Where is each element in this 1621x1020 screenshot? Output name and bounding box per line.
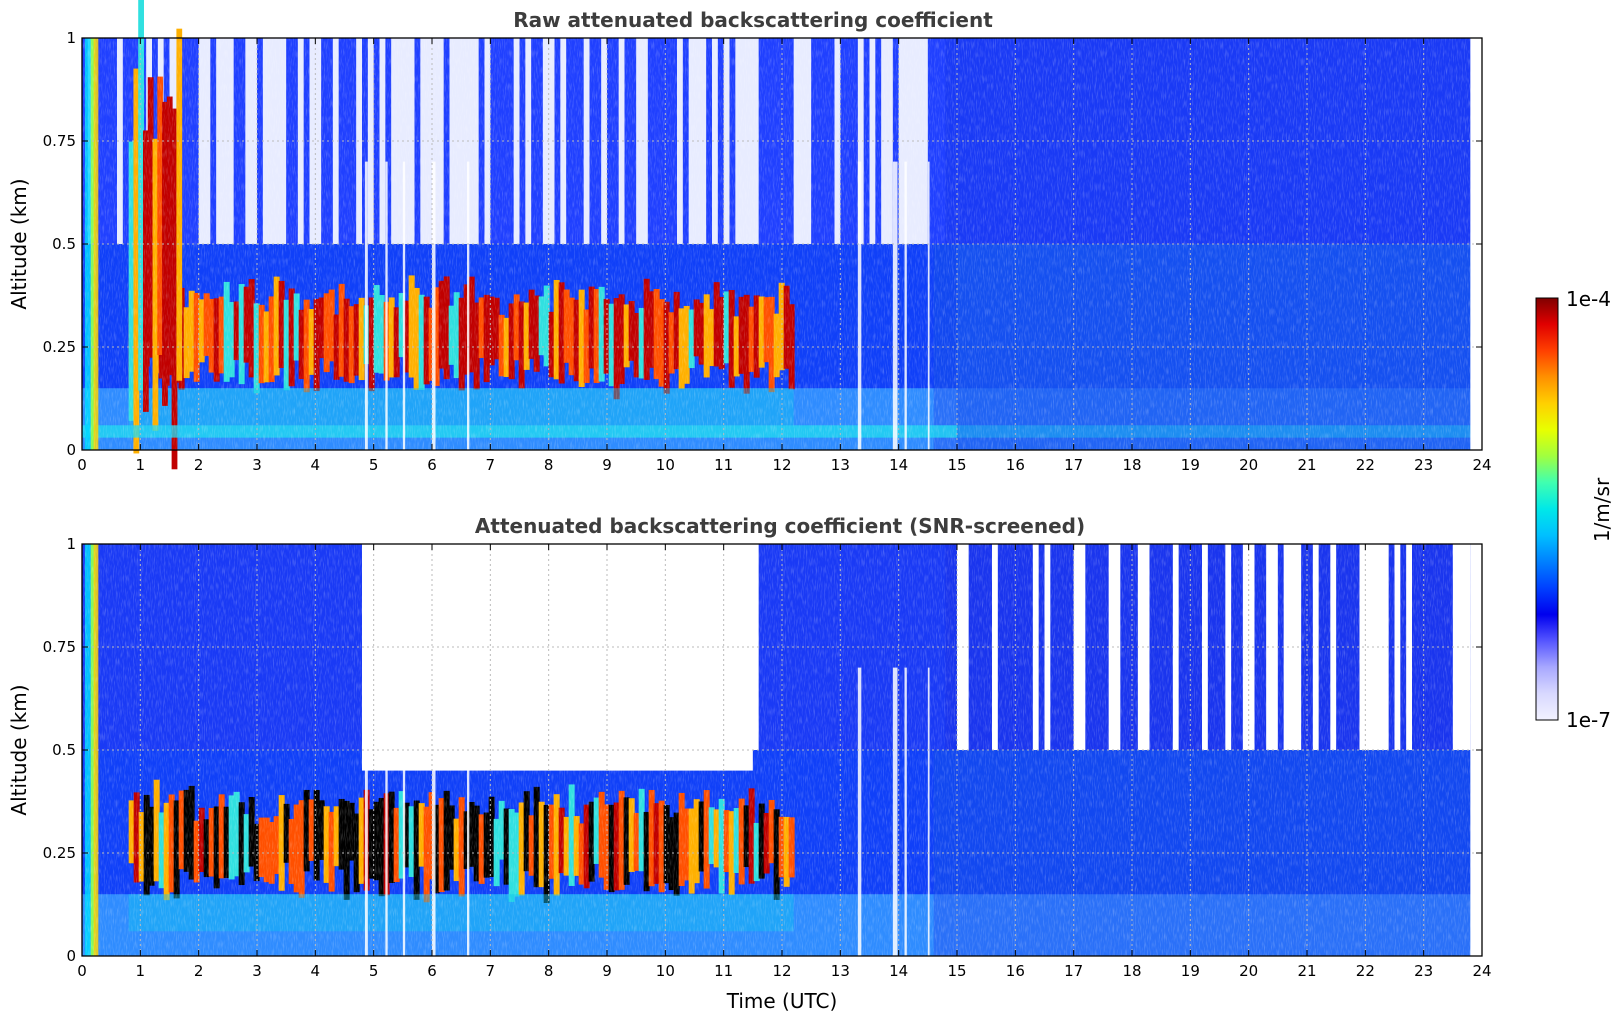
x-tick-label: 3 — [252, 456, 262, 474]
heatmap-gap — [857, 667, 862, 956]
x-tick-label: 15 — [947, 962, 966, 980]
heatmap-gap — [927, 667, 930, 956]
x-tick-label: 3 — [252, 962, 262, 980]
x-tick-label: 14 — [889, 962, 908, 980]
x-tick-label: 18 — [1122, 962, 1141, 980]
y-tick-label: 0.75 — [43, 132, 76, 150]
heatmap-gap — [364, 161, 368, 450]
y-axis-label: Altitude (km) — [7, 178, 31, 309]
colorbar-min-label: 1e-7 — [1566, 708, 1611, 732]
x-tick-label: 21 — [1297, 456, 1316, 474]
x-tick-label: 22 — [1356, 962, 1375, 980]
x-tick-label: 12 — [772, 456, 791, 474]
y-tick-label: 0.5 — [52, 741, 76, 759]
x-tick-label: 4 — [311, 962, 321, 980]
x-tick-label: 10 — [656, 456, 675, 474]
heatmap-gap — [432, 161, 436, 450]
heatmap-gap — [892, 667, 898, 956]
y-tick-label: 0 — [66, 947, 76, 965]
heatmap-gap — [385, 667, 388, 956]
x-axis-label: Time (UTC) — [726, 989, 838, 1013]
x-tick-label: 1 — [136, 962, 146, 980]
y-tick-label: 0.25 — [43, 844, 76, 862]
x-tick-label: 19 — [1181, 962, 1200, 980]
heatmap-gap — [904, 667, 907, 956]
y-tick-label: 0.5 — [52, 235, 76, 253]
x-tick-label: 6 — [427, 456, 437, 474]
heatmap-gap — [467, 161, 470, 450]
y-axis: 0 0.25 0.5 0.75 1 — [43, 29, 1482, 459]
x-tick-label: 11 — [714, 962, 733, 980]
x-tick-label: 4 — [311, 456, 321, 474]
chart-title: Attenuated backscattering coefficient (S… — [475, 514, 1085, 538]
x-tick-label: 13 — [831, 456, 850, 474]
x-tick-label: 11 — [714, 456, 733, 474]
x-tick-label: 12 — [772, 962, 791, 980]
x-tick-label: 0 — [77, 456, 87, 474]
x-tick-label: 6 — [427, 962, 437, 980]
x-axis: 0 1 2 3 4 5 6 7 8 9 10 11 12 13 14 15 16 17 18 19 20 21 22 23 24 — [77, 38, 1492, 474]
x-tick-label: 14 — [889, 456, 908, 474]
y-axis-label: Altitude (km) — [7, 684, 31, 815]
x-tick-label: 2 — [194, 456, 204, 474]
x-tick-label: 20 — [1239, 962, 1258, 980]
colorbar: 1e-4 1e-7 1/m/sr — [1535, 287, 1614, 732]
colorbar-unit-label: 1/m/sr — [1590, 477, 1614, 542]
y-tick-label: 1 — [66, 29, 76, 47]
y-tick-label: 0.75 — [43, 638, 76, 656]
heatmap-gap — [364, 667, 368, 956]
colorbar-max-label: 1e-4 — [1566, 287, 1611, 311]
heatmap-gap — [467, 667, 470, 956]
chart-raw-backscatter: Raw attenuated backscattering coefficien… — [7, 0, 1492, 474]
heatmap-gap — [904, 161, 907, 450]
grid — [82, 38, 1482, 450]
x-tick-label: 7 — [486, 962, 496, 980]
x-tick-label: 24 — [1472, 962, 1491, 980]
heatmap-gap — [402, 161, 406, 450]
y-axis: 0 0.25 0.5 0.75 1 — [43, 535, 1482, 965]
x-tick-label: 10 — [656, 962, 675, 980]
heatmap-gap — [402, 667, 406, 956]
heatmap-gap — [927, 161, 930, 450]
x-tick-label: 8 — [544, 456, 554, 474]
x-tick-label: 23 — [1414, 962, 1433, 980]
x-tick-label: 16 — [1006, 962, 1025, 980]
chart-title: Raw attenuated backscattering coefficien… — [513, 8, 993, 32]
y-tick-label: 1 — [66, 535, 76, 553]
x-tick-label: 9 — [602, 962, 612, 980]
colorbar-scale — [1535, 297, 1559, 721]
x-tick-label: 5 — [369, 962, 379, 980]
x-tick-label: 5 — [369, 456, 379, 474]
x-tick-label: 23 — [1414, 456, 1433, 474]
x-tick-label: 19 — [1181, 456, 1200, 474]
x-tick-label: 13 — [831, 962, 850, 980]
x-tick-label: 15 — [947, 456, 966, 474]
heatmap-field — [82, 0, 1483, 470]
x-tick-label: 24 — [1472, 456, 1491, 474]
heatmap-gap — [385, 161, 388, 450]
x-tick-label: 0 — [77, 962, 87, 980]
x-tick-label: 17 — [1064, 456, 1083, 474]
x-axis: 0 1 2 3 4 5 6 7 8 9 10 11 12 13 14 15 16 17 18 19 20 21 22 23 24 — [77, 544, 1492, 980]
x-tick-label: 21 — [1297, 962, 1316, 980]
x-tick-label: 20 — [1239, 456, 1258, 474]
y-tick-label: 0 — [66, 441, 76, 459]
x-tick-label: 16 — [1006, 456, 1025, 474]
heatmap-gap — [892, 161, 898, 450]
x-tick-label: 17 — [1064, 962, 1083, 980]
heatmap-gap — [432, 667, 436, 956]
x-tick-label: 2 — [194, 962, 204, 980]
x-tick-label: 7 — [486, 456, 496, 474]
x-tick-label: 8 — [544, 962, 554, 980]
grid — [82, 544, 1482, 956]
x-tick-label: 22 — [1356, 456, 1375, 474]
heatmap-gap — [857, 161, 862, 450]
x-tick-label: 9 — [602, 456, 612, 474]
chart-snr-screened: Attenuated backscattering coefficient (S… — [7, 514, 1492, 1013]
y-tick-label: 0.25 — [43, 338, 76, 356]
x-tick-label: 1 — [136, 456, 146, 474]
x-tick-label: 18 — [1122, 456, 1141, 474]
